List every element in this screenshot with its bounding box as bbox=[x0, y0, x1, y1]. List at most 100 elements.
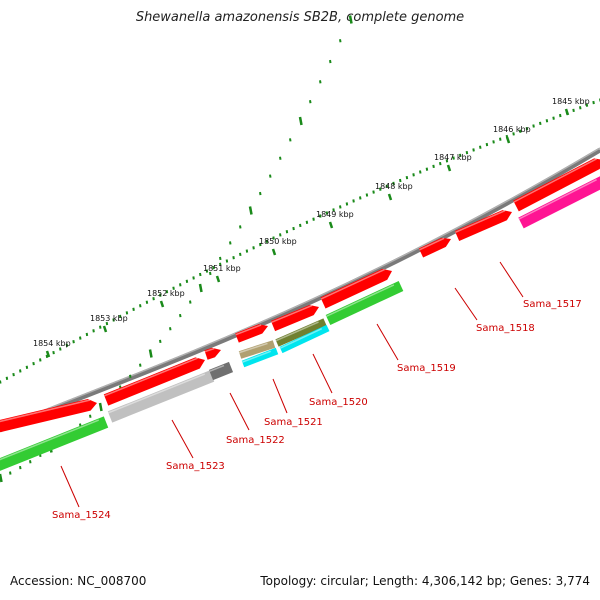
ruler-minor-tick bbox=[145, 300, 149, 304]
gene-sama-1519-reverse[interactable] bbox=[325, 281, 404, 325]
callout-line bbox=[499, 261, 524, 298]
ruler-major-tick bbox=[159, 300, 165, 308]
ruler-major-tick bbox=[387, 193, 393, 201]
track-tick bbox=[319, 80, 322, 84]
gene-sama-1520-trna[interactable] bbox=[279, 324, 330, 354]
ruler-minor-tick bbox=[105, 321, 109, 326]
gene-sama-1517-forward[interactable] bbox=[513, 158, 600, 212]
ruler-minor-tick bbox=[239, 252, 242, 257]
ruler-major-tick bbox=[45, 350, 51, 358]
ruler-minor-tick bbox=[165, 290, 169, 294]
gene-label[interactable]: Sama_1523 bbox=[166, 461, 225, 472]
ruler-minor-tick bbox=[445, 159, 449, 163]
ruler-minor-tick bbox=[119, 314, 122, 319]
track-tick bbox=[29, 460, 32, 464]
gene-small-forward[interactable] bbox=[204, 347, 221, 360]
ruler-minor-tick bbox=[399, 178, 402, 183]
ruler-major-tick bbox=[215, 275, 221, 283]
ruler-minor-tick bbox=[92, 329, 95, 333]
ruler-minor-tick bbox=[232, 256, 235, 260]
ruler-minor-tick bbox=[79, 336, 82, 340]
track-tick bbox=[98, 402, 103, 412]
gene-sama-1524-reverse[interactable] bbox=[0, 416, 109, 471]
ruler-minor-tick bbox=[85, 332, 89, 337]
ruler-minor-tick bbox=[152, 297, 155, 301]
ruler-minor-tick bbox=[265, 239, 269, 243]
ruler-minor-tick bbox=[192, 276, 195, 280]
gene-sama-1521-rrna[interactable] bbox=[238, 340, 276, 359]
ruler-minor-tick bbox=[19, 369, 22, 373]
gene-sama-1520-forward[interactable] bbox=[270, 304, 319, 332]
gene-sama-1523-pseudo[interactable] bbox=[107, 370, 215, 423]
gene-label[interactable]: Sama_1522 bbox=[226, 435, 285, 446]
ruler-minor-tick bbox=[259, 242, 262, 247]
ruler-minor-tick bbox=[292, 226, 295, 231]
track-tick bbox=[9, 471, 12, 475]
track-tick bbox=[198, 283, 203, 293]
track-tick bbox=[259, 191, 262, 196]
ruler-minor-tick bbox=[419, 170, 422, 174]
track-tick bbox=[269, 174, 272, 178]
ruler-minor-tick bbox=[59, 347, 62, 351]
gene-sama-1524-forward[interactable] bbox=[0, 399, 97, 433]
ruler-tick-label: 1851 kbp bbox=[203, 264, 241, 273]
ruler-tick-label: 1854 kbp bbox=[33, 339, 71, 348]
gene-sama-1517-magenta[interactable] bbox=[518, 176, 600, 229]
ruler-minor-tick bbox=[245, 249, 249, 253]
ruler-minor-tick bbox=[339, 205, 342, 209]
gene-sama-1521-forward[interactable] bbox=[235, 324, 268, 343]
gene-label[interactable]: Sama_1524 bbox=[52, 510, 111, 521]
ruler-minor-tick bbox=[585, 103, 589, 107]
ruler-minor-tick bbox=[205, 269, 209, 273]
ruler-minor-tick bbox=[125, 311, 129, 315]
ruler-minor-tick bbox=[159, 293, 162, 297]
ruler-tick-label: 1853 kbp bbox=[90, 314, 128, 323]
gene-label[interactable]: Sama_1521 bbox=[264, 417, 323, 428]
ruler-tick-label: 1845 kbp bbox=[552, 97, 590, 106]
gene-sama-1519-forward[interactable] bbox=[320, 268, 392, 309]
ruler-minor-tick bbox=[465, 150, 469, 155]
ruler-major-tick bbox=[505, 136, 511, 144]
gene-sama-1521-trna[interactable] bbox=[241, 347, 279, 368]
ruler-minor-tick bbox=[32, 361, 35, 366]
track-tick bbox=[239, 225, 242, 229]
accession-label: Accession: NC_008700 bbox=[10, 574, 147, 588]
gene-label[interactable]: Sama_1518 bbox=[476, 323, 535, 334]
gene-label[interactable]: Sama_1520 bbox=[309, 397, 368, 408]
ruler-minor-tick bbox=[359, 196, 362, 200]
ruler-minor-tick bbox=[12, 372, 15, 377]
ruler-minor-tick bbox=[25, 365, 29, 369]
ruler-minor-tick bbox=[425, 167, 429, 171]
ruler-minor-tick bbox=[559, 113, 562, 118]
ruler-minor-tick bbox=[365, 193, 369, 197]
callout-line bbox=[272, 378, 288, 414]
track-tick bbox=[309, 99, 312, 104]
ruler-minor-tick bbox=[479, 145, 482, 149]
ruler-minor-tick bbox=[412, 173, 415, 177]
track-tick bbox=[289, 138, 292, 142]
ruler-minor-tick bbox=[452, 156, 455, 160]
gene-sama-1520-olive[interactable] bbox=[275, 318, 327, 347]
ruler-minor-tick bbox=[199, 272, 202, 277]
ruler-minor-tick bbox=[379, 187, 382, 191]
ruler-minor-tick bbox=[499, 137, 502, 141]
gene-sama-1518-forward[interactable] bbox=[418, 237, 451, 258]
ruler-major-tick bbox=[102, 325, 108, 333]
ruler-minor-tick bbox=[405, 175, 409, 180]
track-tick bbox=[139, 363, 142, 367]
ruler-minor-tick bbox=[319, 214, 322, 218]
ruler-minor-tick bbox=[312, 217, 315, 221]
gene-label[interactable]: Sama_1519 bbox=[397, 363, 456, 374]
ruler-minor-tick bbox=[579, 106, 582, 110]
gene-sama-1522[interactable] bbox=[208, 361, 234, 381]
ruler-minor-tick bbox=[325, 211, 329, 215]
ruler-minor-tick bbox=[212, 266, 215, 270]
track-tick bbox=[129, 374, 132, 379]
gene-sama-1517a-forward[interactable] bbox=[454, 210, 512, 242]
ruler-minor-tick bbox=[172, 286, 175, 290]
gene-sama-1523-forward[interactable] bbox=[103, 357, 205, 406]
ruler-minor-tick bbox=[352, 199, 355, 203]
gene-label[interactable]: Sama_1517 bbox=[523, 299, 582, 310]
